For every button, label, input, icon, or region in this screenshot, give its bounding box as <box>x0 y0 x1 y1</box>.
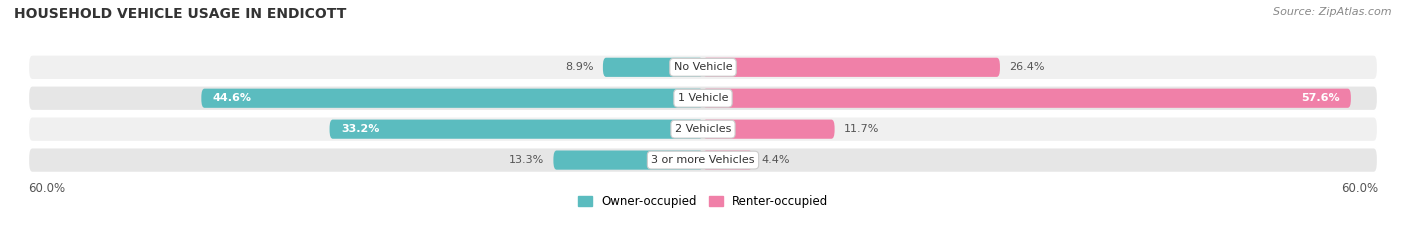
Text: 44.6%: 44.6% <box>212 93 252 103</box>
Legend: Owner-occupied, Renter-occupied: Owner-occupied, Renter-occupied <box>572 190 834 212</box>
Text: Source: ZipAtlas.com: Source: ZipAtlas.com <box>1274 7 1392 17</box>
FancyBboxPatch shape <box>703 151 752 170</box>
FancyBboxPatch shape <box>28 55 1378 80</box>
Text: 4.4%: 4.4% <box>762 155 790 165</box>
Text: 60.0%: 60.0% <box>28 182 65 195</box>
FancyBboxPatch shape <box>703 120 835 139</box>
Text: 2 Vehicles: 2 Vehicles <box>675 124 731 134</box>
FancyBboxPatch shape <box>28 86 1378 111</box>
FancyBboxPatch shape <box>201 89 703 108</box>
Text: No Vehicle: No Vehicle <box>673 62 733 72</box>
FancyBboxPatch shape <box>28 116 1378 142</box>
Text: 11.7%: 11.7% <box>844 124 879 134</box>
FancyBboxPatch shape <box>603 58 703 77</box>
Text: 57.6%: 57.6% <box>1301 93 1340 103</box>
Text: 8.9%: 8.9% <box>565 62 593 72</box>
Text: 33.2%: 33.2% <box>340 124 380 134</box>
FancyBboxPatch shape <box>554 151 703 170</box>
Text: 13.3%: 13.3% <box>509 155 544 165</box>
FancyBboxPatch shape <box>703 58 1000 77</box>
FancyBboxPatch shape <box>703 89 1351 108</box>
Text: 26.4%: 26.4% <box>1010 62 1045 72</box>
Text: 60.0%: 60.0% <box>1341 182 1378 195</box>
FancyBboxPatch shape <box>28 147 1378 173</box>
Text: 1 Vehicle: 1 Vehicle <box>678 93 728 103</box>
Text: 3 or more Vehicles: 3 or more Vehicles <box>651 155 755 165</box>
Text: HOUSEHOLD VEHICLE USAGE IN ENDICOTT: HOUSEHOLD VEHICLE USAGE IN ENDICOTT <box>14 7 346 21</box>
FancyBboxPatch shape <box>329 120 703 139</box>
